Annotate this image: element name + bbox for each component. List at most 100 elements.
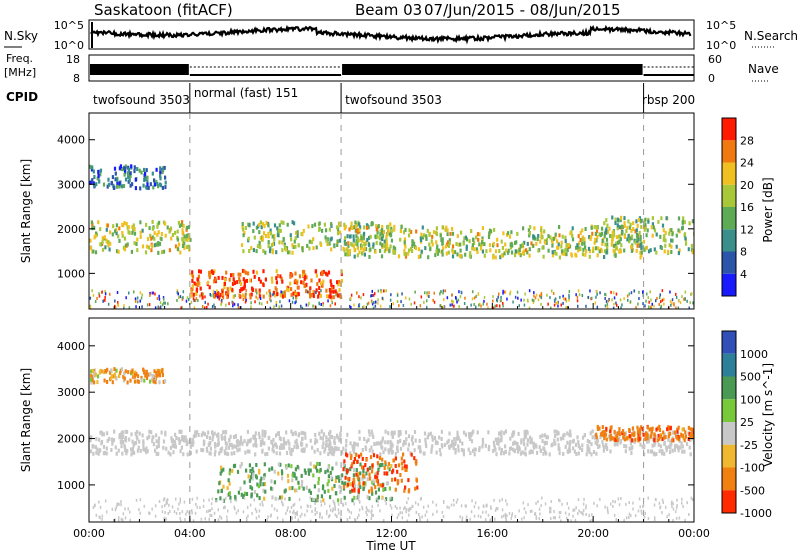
power-cell <box>269 292 271 296</box>
velocity-cell <box>623 518 625 522</box>
power-cell <box>176 299 178 302</box>
velocity-cell <box>338 511 340 515</box>
velocity-cell <box>602 430 605 434</box>
velocity-cell <box>364 445 367 450</box>
power-cell <box>328 227 331 232</box>
power-cell <box>458 290 460 294</box>
velocity-cell <box>277 497 280 501</box>
velocity-cell <box>535 501 537 505</box>
velocity-cell <box>280 495 284 500</box>
velocity-cell <box>334 513 337 517</box>
velocity-cell <box>361 505 363 509</box>
power-cell <box>451 226 454 231</box>
velocity-cell <box>638 437 641 442</box>
power-cell <box>435 226 438 231</box>
power-cell <box>423 300 425 304</box>
velocity-cell <box>161 505 163 509</box>
power-cell <box>355 228 358 233</box>
power-cell <box>591 296 593 300</box>
power-cell <box>304 275 307 280</box>
power-cell <box>643 224 646 229</box>
power-cell <box>242 249 245 254</box>
velocity-cell <box>481 437 484 442</box>
velocity-cell <box>509 436 512 441</box>
velocity-cell <box>497 436 500 441</box>
velocity-cell <box>641 427 644 431</box>
velocity-cell <box>646 432 649 437</box>
power-cell <box>553 298 556 302</box>
power-cell <box>114 299 116 303</box>
velocity-cell <box>424 513 427 517</box>
velocity-cell <box>522 501 525 505</box>
velocity-cell <box>225 446 228 451</box>
velocity-cell <box>224 451 227 456</box>
power-cell <box>575 245 578 250</box>
velocity-cell <box>363 475 366 480</box>
power-cell <box>245 278 248 283</box>
velocity-cell <box>435 503 438 507</box>
power-cell <box>564 239 567 244</box>
power-cell <box>280 290 282 294</box>
power-cell <box>661 289 664 293</box>
velocity-cell <box>347 476 350 481</box>
power-cell <box>275 269 278 274</box>
power-cell <box>364 247 368 252</box>
velocity-cell <box>393 430 396 435</box>
velocity-cell <box>591 513 593 517</box>
velocity-cell <box>377 487 380 492</box>
velocity-cell <box>539 448 542 453</box>
velocity-cell <box>126 429 129 434</box>
velocity-cell <box>407 478 410 483</box>
velocity-cell <box>249 475 252 480</box>
velocity-cell <box>298 485 301 490</box>
velocity-cell <box>240 462 243 466</box>
power-cell <box>296 233 299 238</box>
power-cell <box>134 297 137 301</box>
power-cell <box>390 293 392 297</box>
power-cell <box>603 249 607 254</box>
velocity-cell <box>217 441 220 446</box>
power-cell <box>124 170 127 175</box>
power-cell <box>468 239 471 244</box>
velocity-cell <box>502 451 505 456</box>
velocity-cell <box>578 509 580 513</box>
power-cell <box>511 250 514 255</box>
velocity-cell <box>399 446 403 451</box>
power-cell <box>539 239 542 244</box>
power-cell <box>370 294 372 298</box>
power-cell <box>131 225 134 229</box>
velocity-cell <box>524 429 527 434</box>
power-cell <box>528 289 531 293</box>
power-cell <box>108 247 111 252</box>
power-cell <box>271 279 274 284</box>
power-cell <box>616 226 619 231</box>
velocity-cell <box>342 462 345 467</box>
power-cell <box>626 237 629 242</box>
power-cell <box>603 221 606 226</box>
velocity-cell <box>586 439 589 443</box>
power-cell <box>506 297 508 301</box>
power-cell <box>459 248 462 253</box>
power-cell <box>141 228 144 233</box>
power-cell <box>153 236 156 241</box>
power-cell <box>441 225 444 230</box>
power-cell <box>188 247 191 252</box>
power-cell <box>581 252 584 257</box>
power-cell <box>644 225 647 230</box>
power-cell <box>476 232 480 237</box>
power-cell <box>617 234 620 239</box>
velocity-cell <box>228 471 231 476</box>
power-cell <box>267 240 270 245</box>
velocity-cell <box>320 503 323 507</box>
velocity-cell <box>372 514 374 518</box>
velocity-cell <box>346 518 349 521</box>
velocity-cell <box>606 506 609 510</box>
velocity-cell <box>553 510 555 513</box>
power-cell <box>129 171 132 176</box>
velocity-cell <box>273 469 276 474</box>
power-cell <box>259 244 262 249</box>
velocity-cell <box>292 503 294 507</box>
velocity-cell <box>607 434 610 439</box>
velocity-cell <box>528 450 531 455</box>
power-cell <box>164 185 167 190</box>
